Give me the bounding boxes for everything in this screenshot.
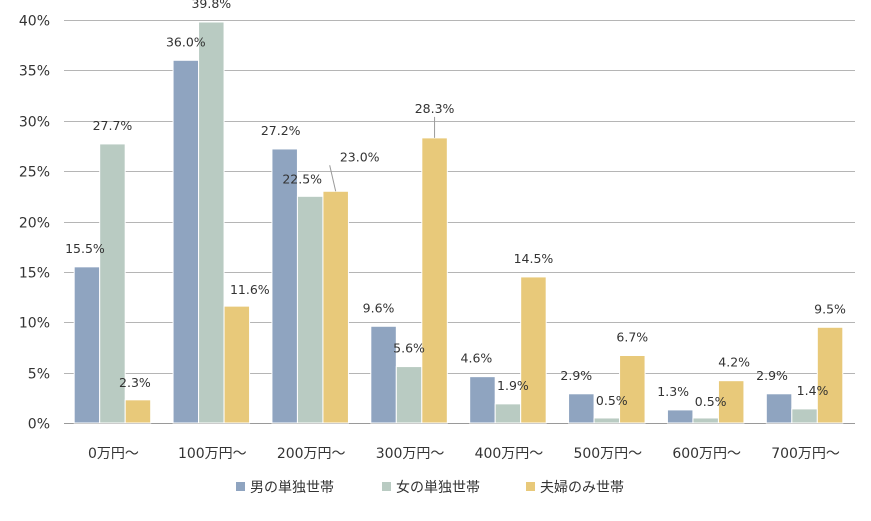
legend-swatch xyxy=(236,482,245,491)
y-axis-ticks: 0% 5% 10% 15% 20% 25% 30% 35% 40% xyxy=(19,14,50,433)
data-label: 9.6% xyxy=(363,300,395,315)
data-label: 9.5% xyxy=(814,301,846,316)
y-tick-label: 0% xyxy=(28,417,50,433)
data-label: 36.0% xyxy=(166,34,206,49)
data-label: 1.4% xyxy=(797,383,829,398)
data-label: 2.3% xyxy=(119,375,151,390)
data-label: 6.7% xyxy=(616,329,648,344)
x-category-label: 300万円～ xyxy=(376,446,445,462)
bar-3 xyxy=(223,305,251,424)
bars xyxy=(73,21,844,424)
bar-3 xyxy=(619,354,646,424)
bar-2 xyxy=(791,408,818,424)
bar-1 xyxy=(370,325,397,424)
bar-1 xyxy=(469,376,496,424)
data-label: 11.6% xyxy=(230,282,270,297)
bar-2 xyxy=(198,21,225,424)
data-label: 1.9% xyxy=(497,378,529,393)
bar-3 xyxy=(322,190,349,424)
x-category-label: 600万円～ xyxy=(672,446,741,462)
x-category-label: 400万円～ xyxy=(475,446,544,462)
data-label: 4.2% xyxy=(718,355,750,370)
bar-2 xyxy=(296,195,324,424)
bar-1 xyxy=(568,393,595,424)
legend-label: 夫婦のみ世帯 xyxy=(540,479,624,496)
data-label: 15.5% xyxy=(65,241,105,256)
y-tick-label: 15% xyxy=(19,266,50,282)
data-label: 27.2% xyxy=(261,123,301,138)
y-tick-label: 35% xyxy=(19,64,50,80)
y-tick-label: 25% xyxy=(19,165,50,181)
x-axis-categories: 0万円～ 100万円～ 200万円～ 300万円～ 400万円～ 500万円～ 600万円～… xyxy=(88,446,840,462)
legend-swatch xyxy=(526,482,535,491)
bar-3 xyxy=(124,399,152,424)
bar-2 xyxy=(494,403,522,424)
legend: 男の単独世帯 女の単独世帯 夫婦のみ世帯 xyxy=(236,479,624,496)
data-label: 14.5% xyxy=(514,251,554,266)
bar-3 xyxy=(816,326,844,424)
data-label: 22.5% xyxy=(282,171,322,186)
bar-1 xyxy=(73,266,101,424)
x-category-label: 700万円～ xyxy=(771,446,840,462)
leader-line xyxy=(329,165,337,192)
bar-3 xyxy=(421,137,448,424)
bar-1 xyxy=(172,59,200,424)
data-label: 4.6% xyxy=(461,351,493,366)
bar-2 xyxy=(99,143,126,424)
x-category-label: 200万円～ xyxy=(277,446,346,462)
y-tick-label: 40% xyxy=(19,14,50,30)
bar-1 xyxy=(271,148,298,424)
y-tick-label: 5% xyxy=(28,367,50,383)
data-label: 5.6% xyxy=(393,341,425,356)
bar-1 xyxy=(765,393,793,424)
x-category-label: 100万円～ xyxy=(178,446,247,462)
x-category-label: 0万円～ xyxy=(88,446,139,462)
data-label: 0.5% xyxy=(695,394,727,409)
data-label: 23.0% xyxy=(340,149,380,164)
bar-2 xyxy=(395,366,423,424)
data-label: 0.5% xyxy=(596,393,628,408)
data-labels: 15.5% 27.7% 2.3% 36.0% 39.8% 11.6% 27.2% 22.5% 2… xyxy=(65,0,846,409)
x-category-label: 500万円～ xyxy=(573,446,642,462)
legend-label: 男の単独世帯 xyxy=(250,480,334,496)
data-label: 2.9% xyxy=(560,368,592,383)
bar-1 xyxy=(666,409,694,424)
data-label: 28.3% xyxy=(415,101,455,116)
data-label: 2.9% xyxy=(756,368,788,383)
data-label: 39.8% xyxy=(191,0,231,11)
y-tick-label: 20% xyxy=(19,216,50,232)
legend-swatch xyxy=(382,482,391,491)
bar-2 xyxy=(593,417,621,424)
y-tick-label: 10% xyxy=(19,316,50,332)
data-label: 27.7% xyxy=(93,118,133,133)
y-tick-label: 30% xyxy=(19,115,50,131)
data-label: 1.3% xyxy=(657,384,689,399)
bar-3 xyxy=(520,276,547,424)
leader-lines xyxy=(329,116,436,192)
bar-2 xyxy=(692,417,719,424)
legend-label: 女の単独世帯 xyxy=(396,479,480,496)
bar-3 xyxy=(717,380,745,424)
